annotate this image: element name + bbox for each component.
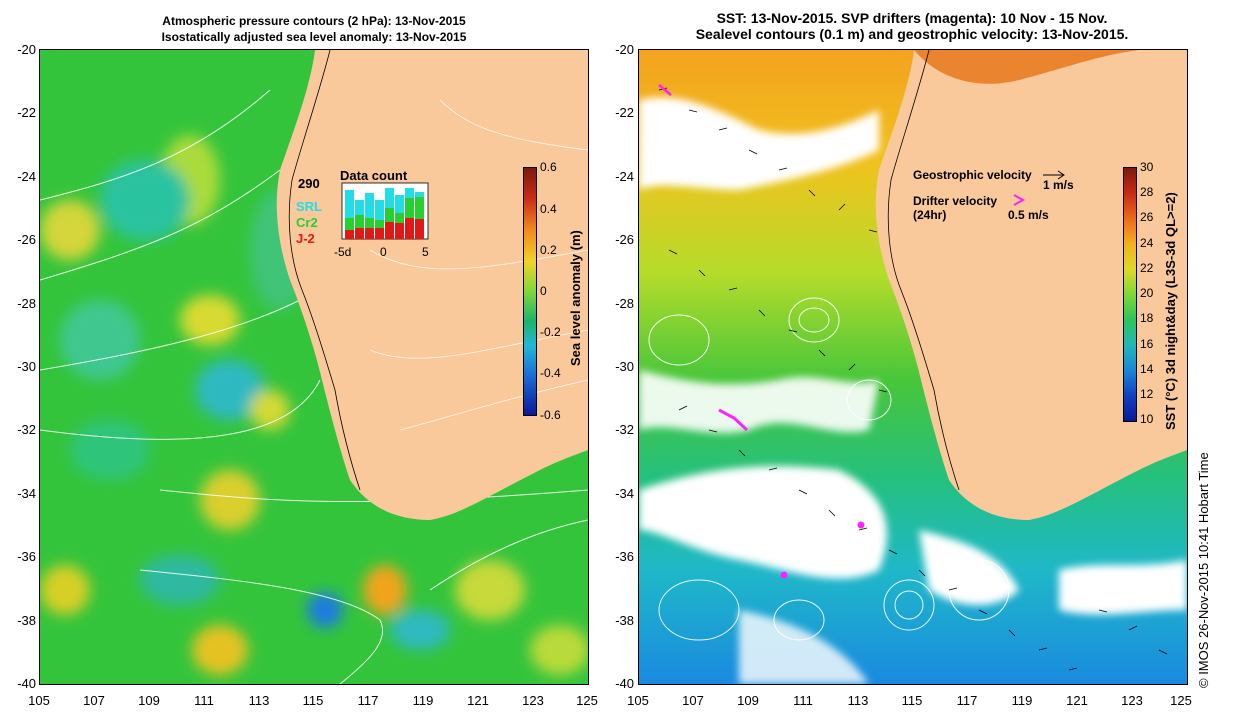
right-ytick: -40	[615, 676, 634, 691]
right-ytick: -20	[615, 42, 634, 57]
left-xtick: 113	[248, 693, 270, 708]
cbar-right-tick-6: 20	[1140, 286, 1154, 300]
left-title-line2: Isostatically adjusted sea level anomaly…	[161, 30, 467, 44]
sst-colorbar	[1123, 167, 1137, 422]
right-xtick: 125	[1170, 693, 1192, 708]
cbar-left-tick-7: -0.6	[540, 408, 561, 422]
drifter-velocity-scale: 0.5 m/s	[1008, 208, 1049, 222]
right-xtick: 107	[682, 693, 704, 708]
inset-sat1-label: SRL	[296, 199, 322, 214]
inset-axis-label-2: 0	[380, 245, 387, 259]
left-xtick: 109	[138, 693, 160, 708]
cbar-left-tick-1: 0.6	[540, 160, 557, 174]
cbar-left-tick-4: 0	[540, 284, 547, 298]
drifter-velocity-label: Drifter velocity	[913, 194, 998, 208]
left-xtick: 111	[194, 693, 214, 708]
cbar-right-tick-9: 14	[1140, 362, 1154, 376]
right-ytick: -26	[615, 232, 634, 247]
sea-level-colorbar-label: Sea level anomaly (m)	[568, 230, 583, 366]
right-ytick: -38	[615, 613, 634, 628]
left-ytick: -30	[17, 359, 36, 374]
right-title: SST: 13-Nov-2015. SVP drifters (magenta)…	[638, 10, 1186, 42]
left-ytick: -24	[17, 169, 36, 184]
right-title-line2: Sealevel contours (0.1 m) and geostrophi…	[695, 26, 1129, 42]
left-title: Atmospheric pressure contours (2 hPa): 1…	[40, 13, 588, 45]
left-ytick: -26	[17, 232, 36, 247]
left-xtick: 125	[576, 693, 598, 708]
cbar-right-tick-8: 16	[1140, 337, 1154, 351]
left-ytick: -32	[17, 422, 36, 437]
cbar-right-tick-10: 12	[1140, 387, 1154, 401]
right-xtick: 119	[1011, 693, 1033, 708]
right-ytick: -32	[615, 422, 634, 437]
left-ytick: -28	[17, 296, 36, 311]
cbar-right-tick-4: 24	[1140, 236, 1154, 250]
left-xtick: 117	[357, 693, 379, 708]
right-xtick: 123	[1121, 693, 1143, 708]
cbar-right-tick-11: 10	[1140, 412, 1154, 426]
right-xtick: 109	[737, 693, 759, 708]
cbar-left-tick-6: -0.4	[540, 366, 561, 380]
right-ytick: -36	[615, 549, 634, 564]
drifter-arrow-icon	[1013, 194, 1026, 206]
cbar-right-tick-1: 30	[1140, 160, 1154, 174]
sea-level-colorbar	[523, 167, 537, 416]
drifter-velocity-sub: (24hr)	[913, 208, 947, 222]
imos-credit: © IMOS 26-Nov-2015 10:41 Hobart Time	[1196, 452, 1211, 688]
cbar-left-tick-3: 0.2	[540, 243, 557, 257]
left-ytick: -34	[17, 486, 36, 501]
cbar-right-tick-7: 18	[1140, 311, 1154, 325]
cbar-left-tick-5: -0.2	[540, 325, 561, 339]
sea-level-map	[39, 49, 589, 685]
right-xtick: 105	[627, 693, 649, 708]
left-xtick: 123	[522, 693, 544, 708]
inset-axis-label-1: -5d	[334, 245, 352, 259]
right-ytick: -30	[615, 359, 634, 374]
left-ytick: -38	[17, 613, 36, 628]
left-xtick: 105	[28, 693, 50, 708]
left-xtick: 121	[467, 693, 489, 708]
left-xtick: 107	[83, 693, 105, 708]
left-xtick: 119	[412, 693, 434, 708]
data-count-inset	[341, 182, 429, 240]
inset-count: 290	[298, 176, 320, 191]
right-ytick: -34	[615, 486, 634, 501]
left-title-line1: Atmospheric pressure contours (2 hPa): 1…	[162, 14, 466, 28]
right-xtick: 121	[1066, 693, 1088, 708]
left-ytick: -36	[17, 549, 36, 564]
left-xtick: 115	[302, 693, 324, 708]
right-xtick: 113	[847, 693, 869, 708]
sst-map	[638, 49, 1188, 685]
inset-sat2-label: Cr2	[296, 215, 318, 230]
cbar-right-tick-5: 22	[1140, 261, 1154, 275]
right-title-line1: SST: 13-Nov-2015. SVP drifters (magenta)…	[716, 10, 1108, 26]
right-xtick: 111	[793, 693, 813, 708]
left-ytick: -20	[17, 42, 36, 57]
inset-sat3-label: J-2	[296, 231, 315, 246]
right-ytick: -22	[615, 105, 634, 120]
right-xtick: 115	[901, 693, 923, 708]
right-ytick: -28	[615, 296, 634, 311]
geo-velocity-scale: 1 m/s	[1043, 178, 1074, 192]
cbar-right-tick-2: 28	[1140, 185, 1154, 199]
sst-colorbar-label: SST (°C) 3d night&day (L3S-3d QL>=2)	[1163, 192, 1178, 430]
geo-velocity-arrow-icon	[1043, 170, 1065, 180]
geo-velocity-label: Geostrophic velocity	[913, 168, 1032, 182]
cbar-left-tick-2: 0.4	[540, 202, 557, 216]
inset-title: Data count	[340, 168, 408, 183]
right-ytick: -24	[615, 169, 634, 184]
cbar-right-tick-3: 26	[1140, 210, 1154, 224]
right-xtick: 117	[956, 693, 978, 708]
left-ytick: -40	[17, 676, 36, 691]
left-ytick: -22	[17, 105, 36, 120]
inset-axis-label-3: 5	[422, 245, 429, 259]
